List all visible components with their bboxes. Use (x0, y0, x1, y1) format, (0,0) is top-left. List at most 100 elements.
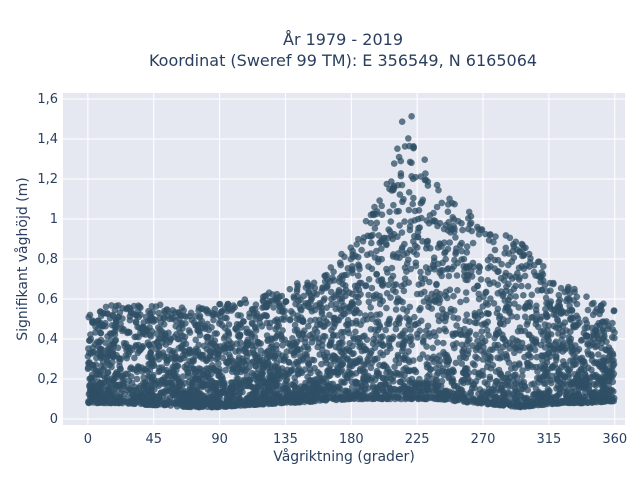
data-point (517, 378, 525, 386)
data-point (399, 376, 407, 384)
data-point (559, 341, 567, 348)
data-point (549, 363, 556, 370)
data-point (259, 370, 266, 377)
data-point (520, 252, 528, 259)
data-point (599, 325, 607, 333)
data-point (262, 360, 269, 368)
data-point (125, 377, 133, 385)
data-point (525, 302, 533, 310)
data-point (221, 386, 229, 394)
y-tick-label: 1,2 (37, 172, 58, 187)
data-point (97, 329, 104, 337)
data-point (264, 393, 271, 401)
data-point (521, 353, 528, 361)
data-point (308, 386, 316, 394)
data-point (589, 389, 596, 397)
data-point (334, 355, 342, 363)
data-point (178, 304, 186, 312)
data-point (264, 388, 272, 395)
data-point (116, 362, 123, 370)
data-point (401, 218, 408, 225)
data-point (236, 331, 244, 339)
data-point (232, 389, 239, 396)
data-point (287, 316, 294, 323)
data-point (318, 308, 326, 315)
data-point (242, 299, 250, 307)
data-point (135, 313, 143, 321)
data-point (217, 317, 224, 325)
data-point (200, 342, 208, 350)
data-point (544, 366, 551, 373)
data-point (583, 320, 591, 327)
data-point (188, 380, 196, 388)
y-tick-label: 0,4 (37, 332, 58, 347)
data-point (280, 399, 287, 406)
data-point (394, 393, 402, 401)
data-point (367, 219, 375, 227)
data-point (417, 304, 424, 312)
data-point (520, 292, 527, 299)
data-point (383, 304, 390, 312)
data-point (459, 226, 466, 234)
data-point (219, 402, 227, 410)
data-point (526, 331, 533, 339)
data-point (153, 330, 160, 337)
data-point (463, 311, 471, 319)
data-point (400, 195, 407, 203)
data-point (430, 209, 437, 217)
data-point (465, 225, 472, 233)
data-point (421, 333, 428, 341)
data-point (584, 306, 592, 314)
data-point (259, 293, 267, 301)
data-point (183, 399, 190, 407)
data-point (237, 312, 244, 319)
data-point (567, 398, 575, 406)
data-point (341, 396, 349, 403)
data-point (356, 367, 364, 375)
data-point (480, 350, 488, 358)
data-point (449, 341, 457, 349)
data-point (590, 381, 598, 388)
data-point (505, 296, 512, 304)
data-point (545, 322, 552, 329)
data-point (442, 327, 450, 335)
data-point (246, 329, 254, 336)
data-point (172, 354, 179, 361)
data-point (186, 312, 193, 320)
data-point (518, 282, 525, 290)
data-point (243, 395, 251, 402)
chart-subtitle: Koordinat (Sweref 99 TM): E 356549, N 61… (149, 51, 537, 70)
data-point (556, 302, 564, 310)
data-point (518, 399, 525, 407)
data-point (540, 263, 547, 270)
data-point (464, 337, 472, 345)
data-point (164, 357, 172, 364)
data-point (463, 296, 470, 304)
data-point (426, 278, 433, 286)
data-point (360, 317, 367, 324)
data-point (565, 333, 573, 341)
data-point (452, 250, 459, 258)
data-point (228, 402, 235, 410)
data-point (150, 401, 157, 409)
data-point (502, 244, 510, 252)
data-point (396, 297, 404, 304)
data-point (106, 361, 113, 369)
data-point (505, 250, 513, 257)
data-point (475, 290, 483, 298)
data-point (491, 246, 499, 254)
data-point (290, 398, 298, 406)
data-point (604, 377, 611, 385)
data-point (401, 327, 409, 335)
data-point (438, 243, 445, 250)
data-point (142, 385, 150, 393)
data-point (569, 347, 576, 355)
data-point (336, 385, 344, 392)
data-point (427, 394, 434, 402)
data-point (396, 191, 404, 198)
data-point (458, 341, 466, 349)
data-point (324, 383, 332, 390)
data-point (610, 307, 618, 314)
data-point (555, 369, 563, 377)
data-point (155, 324, 162, 331)
